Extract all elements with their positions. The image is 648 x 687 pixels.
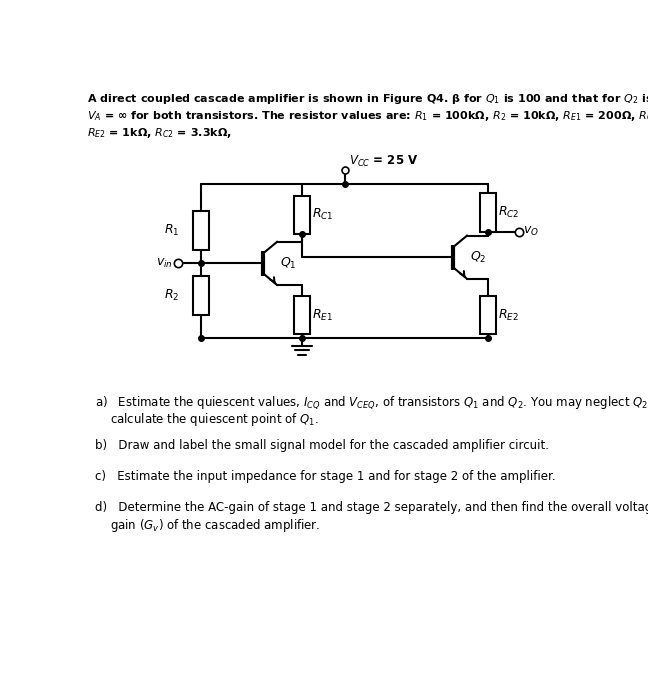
Bar [294, 295, 310, 335]
Text: $R_{C1}$: $R_{C1}$ [312, 207, 334, 223]
Text: $R_{C2}$: $R_{C2}$ [498, 205, 519, 220]
Bar [193, 211, 209, 249]
Bar [294, 196, 310, 234]
Text: c)   Estimate the input impedance for stage 1 and for stage 2 of the amplifier.: c) Estimate the input impedance for stag… [95, 470, 555, 483]
Text: $V_A$ = ∞ for both transistors. The resistor values are: $R_1$ = 100kΩ, $R_2$ = : $V_A$ = ∞ for both transistors. The resi… [87, 109, 648, 122]
Bar [193, 276, 209, 315]
Text: $R_{E2}$: $R_{E2}$ [498, 307, 519, 322]
Text: gain ($G_v$) of the cascaded amplifier.: gain ($G_v$) of the cascaded amplifier. [110, 517, 321, 534]
Text: $R_{E2}$ = 1kΩ, $R_{C2}$ = 3.3kΩ,: $R_{E2}$ = 1kΩ, $R_{C2}$ = 3.3kΩ, [87, 126, 232, 139]
Text: $R_2$: $R_2$ [164, 288, 179, 303]
Bar [480, 193, 496, 232]
Text: d)   Determine the AC-gain of stage 1 and stage 2 separately, and then find the : d) Determine the AC-gain of stage 1 and … [95, 501, 648, 514]
Text: $R_1$: $R_1$ [164, 223, 179, 238]
Bar [480, 295, 496, 335]
Text: calculate the quiescent point of $Q_1$.: calculate the quiescent point of $Q_1$. [110, 412, 319, 428]
Text: $Q_2$: $Q_2$ [470, 249, 487, 264]
Text: a)   Estimate the quiescent values, $I_{CQ}$ and $V_{CEQ}$, of transistors $Q_1$: a) Estimate the quiescent values, $I_{CQ… [95, 394, 648, 411]
Text: $R_{E1}$: $R_{E1}$ [312, 307, 333, 322]
Text: A direct coupled cascade amplifier is shown in Figure Q4. β for $Q_1$ is 100 and: A direct coupled cascade amplifier is sh… [87, 91, 648, 106]
Text: b)   Draw and label the small signal model for the cascaded amplifier circuit.: b) Draw and label the small signal model… [95, 439, 549, 452]
Text: $v_{in}$: $v_{in}$ [156, 257, 173, 270]
Text: $V_{CC}$ = 25 V: $V_{CC}$ = 25 V [349, 154, 419, 169]
Text: $v_O$: $v_O$ [523, 225, 538, 238]
Text: $Q_1$: $Q_1$ [280, 256, 297, 271]
